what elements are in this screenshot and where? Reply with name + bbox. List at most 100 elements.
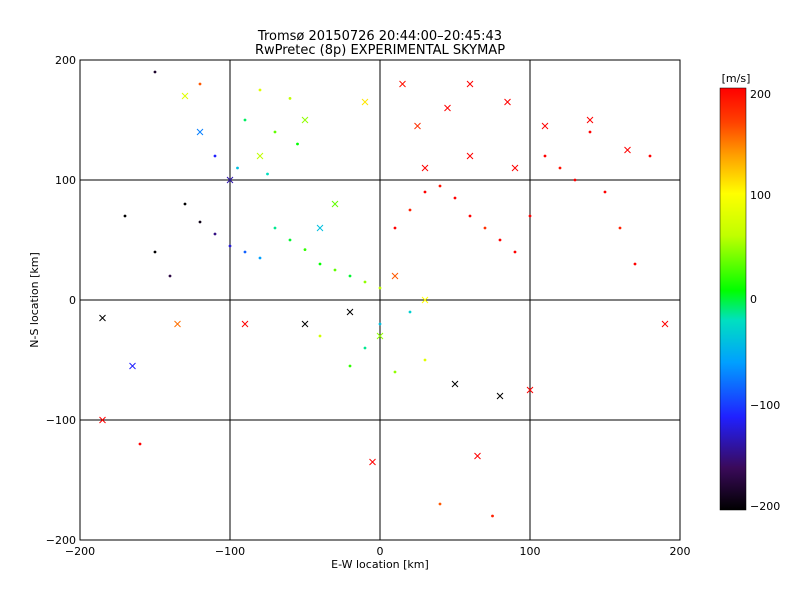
data-point-x: [301, 320, 309, 328]
colorbar-tick-label: 0: [750, 293, 757, 306]
y-tick-label: 200: [55, 54, 76, 67]
scatter-points: [99, 70, 669, 518]
x-tick-label: 100: [520, 545, 541, 558]
data-point: [378, 286, 382, 290]
data-point: [408, 310, 412, 314]
data-point: [603, 190, 607, 194]
data-point: [423, 358, 427, 362]
data-point: [258, 256, 262, 260]
data-point-x: [474, 452, 481, 460]
data-point-x: [496, 392, 504, 400]
data-point: [438, 184, 442, 188]
data-point: [138, 442, 142, 446]
data-point-x: [541, 122, 549, 130]
y-tick-label: −100: [46, 414, 76, 427]
colorbar-gradient: [719, 87, 747, 511]
data-point: [198, 220, 202, 224]
data-point-x: [466, 152, 474, 160]
data-point: [318, 334, 322, 338]
data-point: [236, 166, 239, 170]
data-point-x: [369, 458, 376, 466]
data-point: [258, 88, 262, 92]
data-point-x: [301, 116, 309, 124]
data-point: [573, 178, 577, 182]
chart-subtitle: RwPretec (8p) EXPERIMENTAL SKYMAP: [255, 43, 505, 58]
y-tick-labels: −200 −100 0 100 200: [46, 54, 76, 547]
colorbar-tick-label: 200: [750, 88, 771, 101]
colorbar-tick-label: −200: [750, 500, 780, 513]
data-point: [491, 514, 494, 518]
data-point: [318, 262, 322, 266]
data-point-x: [241, 320, 249, 328]
data-point-x: [444, 104, 451, 112]
data-point-x: [466, 80, 474, 88]
data-point: [183, 202, 187, 206]
data-point-x: [451, 380, 459, 388]
x-tick-label: −200: [65, 545, 95, 558]
data-point: [453, 196, 457, 200]
data-point: [123, 214, 127, 218]
data-point: [408, 208, 412, 212]
data-point: [168, 274, 172, 278]
data-point-x: [511, 164, 519, 172]
data-point: [288, 238, 292, 242]
grid: [80, 60, 680, 540]
data-point: [438, 502, 442, 506]
data-point-x: [181, 92, 189, 100]
data-point: [423, 190, 427, 194]
data-point: [393, 370, 397, 374]
data-point-x: [526, 386, 534, 394]
y-tick-label: 100: [55, 174, 76, 187]
data-point: [528, 214, 532, 218]
data-point: [378, 322, 382, 326]
x-tick-label: 0: [377, 545, 384, 558]
data-point: [266, 172, 269, 176]
data-point: [588, 130, 592, 134]
data-point: [228, 244, 232, 248]
data-point-x: [586, 116, 594, 124]
y-tick-label: 0: [69, 294, 76, 307]
data-point-x: [331, 200, 339, 208]
data-point: [363, 346, 367, 350]
data-point-x: [376, 332, 384, 340]
data-point: [273, 130, 277, 134]
colorbar: [m/s] 200 100 0 −100 −200: [719, 72, 780, 513]
data-point: [648, 154, 652, 158]
data-point: [153, 250, 157, 254]
data-point: [243, 250, 247, 254]
x-tick-label: 200: [670, 545, 691, 558]
data-point: [543, 154, 547, 158]
data-point-x: [99, 314, 106, 322]
data-point: [198, 82, 202, 86]
data-point: [348, 274, 352, 278]
data-point-x: [196, 128, 204, 136]
data-point-x: [226, 176, 234, 184]
data-point: [273, 226, 277, 230]
data-point: [213, 232, 217, 236]
y-tick-label: −200: [46, 534, 76, 547]
data-point-x: [316, 224, 324, 232]
data-point-x: [414, 122, 421, 130]
data-point: [348, 364, 352, 368]
plot-frame: [79, 59, 681, 541]
data-point: [288, 97, 292, 100]
data-point: [303, 248, 307, 252]
data-point-x: [99, 416, 106, 424]
data-point: [243, 118, 247, 122]
colorbar-tick-label: −100: [750, 399, 780, 412]
data-point: [153, 70, 157, 74]
colorbar-tick-label: 100: [750, 189, 771, 202]
data-point: [296, 142, 299, 146]
data-point-x: [256, 152, 264, 160]
data-point-x: [174, 320, 181, 328]
colorbar-label: [m/s]: [722, 72, 751, 85]
x-tick-labels: −200 −100 0 100 200: [65, 545, 691, 558]
data-point: [633, 262, 637, 266]
data-point-x: [129, 362, 136, 370]
data-point-x: [399, 80, 406, 88]
data-point-x: [504, 98, 511, 106]
data-point: [333, 268, 337, 272]
data-point-x: [361, 98, 369, 106]
chart-title: Tromsø 20150726 20:44:00–20:45:43: [257, 29, 502, 44]
data-point-x: [391, 272, 399, 280]
